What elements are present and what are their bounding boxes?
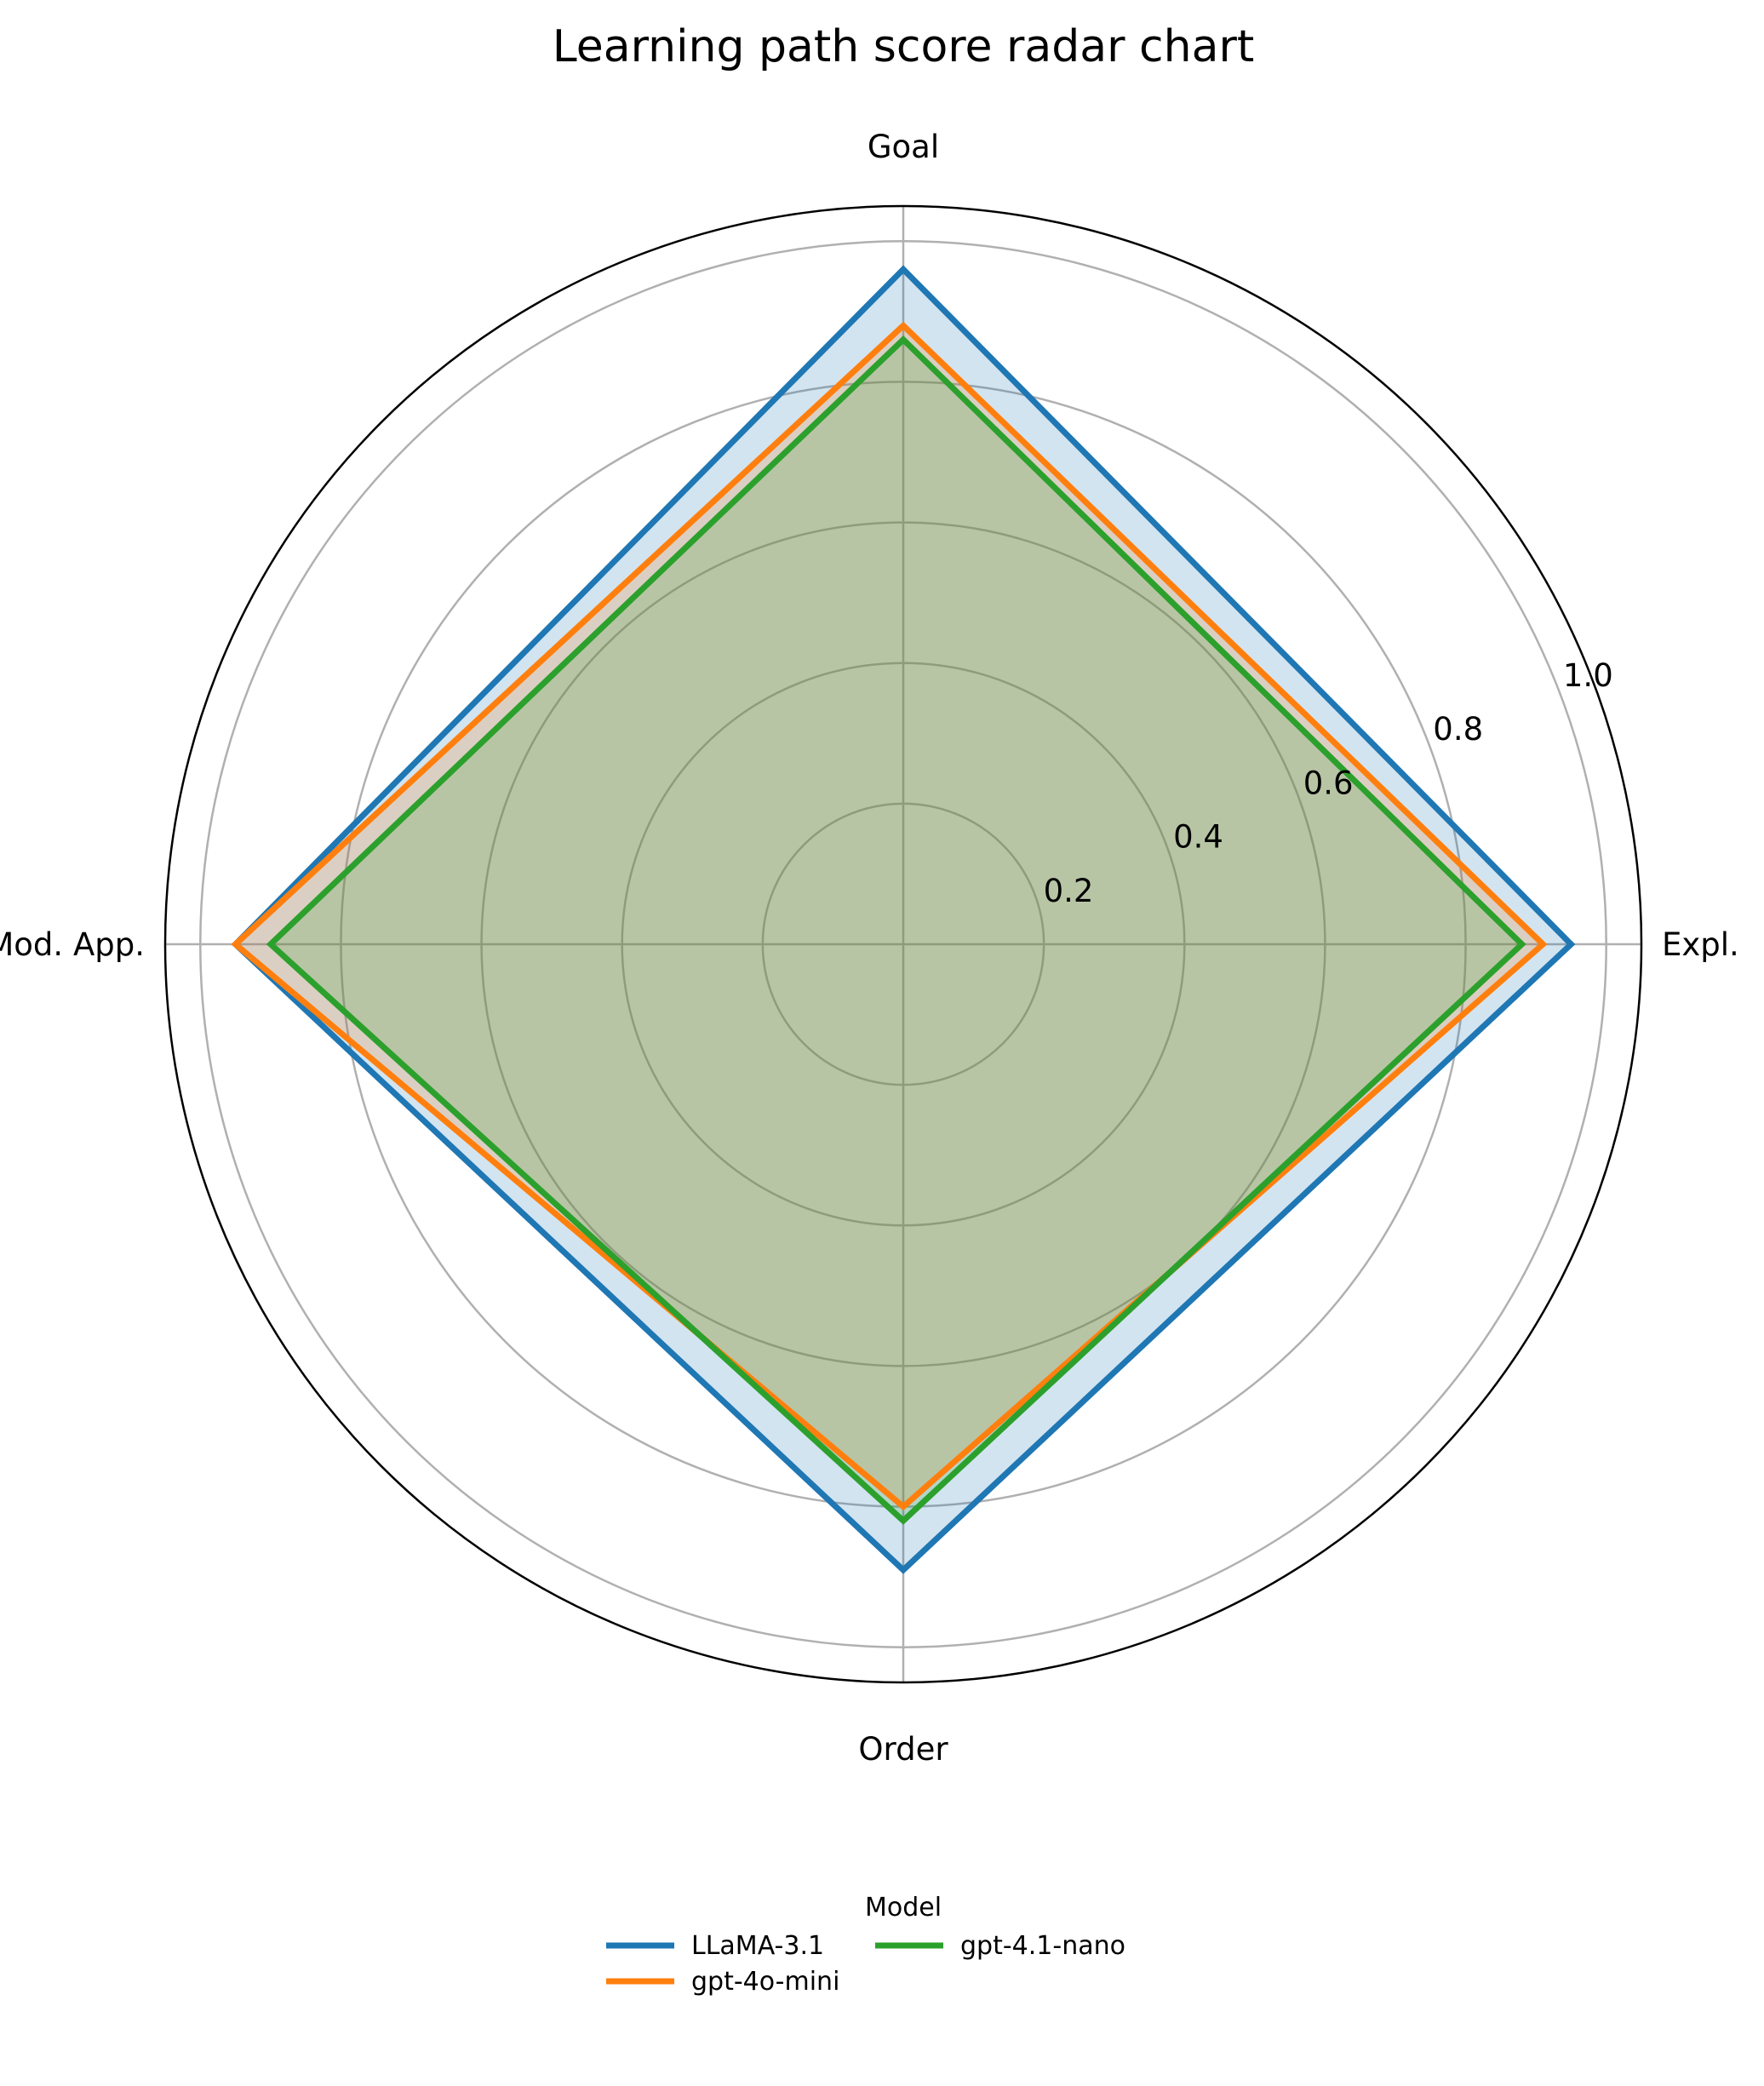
chart-title: Learning path score radar chart <box>553 21 1254 72</box>
axis-label: Goal <box>868 129 939 165</box>
axis-label: Mod. App. <box>0 926 145 963</box>
axis-label: Order <box>858 1731 948 1768</box>
series-area-1 <box>235 269 1572 1570</box>
r-tick-label: 0.8 <box>1433 711 1483 748</box>
series-line-2 <box>231 321 1548 1511</box>
axis-label: Expl. <box>1662 926 1739 963</box>
series-area-3 <box>270 339 1522 1522</box>
polar-frame <box>163 204 1643 1684</box>
r-tick-label: 0.4 <box>1173 819 1223 856</box>
legend: Model LLaMA-3.1 gpt-4o-mini gpt-4.1-nano <box>606 1893 1125 1997</box>
series-line-3 <box>266 335 1526 1525</box>
legend-label: LLaMA-3.1 <box>691 1931 824 1961</box>
r-tick-label: 1.0 <box>1563 657 1613 694</box>
series-line-1 <box>231 265 1576 1574</box>
r-tick-label: 0.2 <box>1044 873 1094 909</box>
radar-labels: Goal Expl. Order Mod. App. 0.2 0.4 0.6 0.8 1.0 <box>0 129 1739 1768</box>
legend-label: gpt-4o-mini <box>691 1967 839 1997</box>
r-tick-label: 0.6 <box>1303 765 1354 801</box>
legend-label: gpt-4.1-nano <box>960 1931 1125 1961</box>
radar-series <box>231 265 1576 1574</box>
legend-title: Model <box>865 1893 942 1923</box>
